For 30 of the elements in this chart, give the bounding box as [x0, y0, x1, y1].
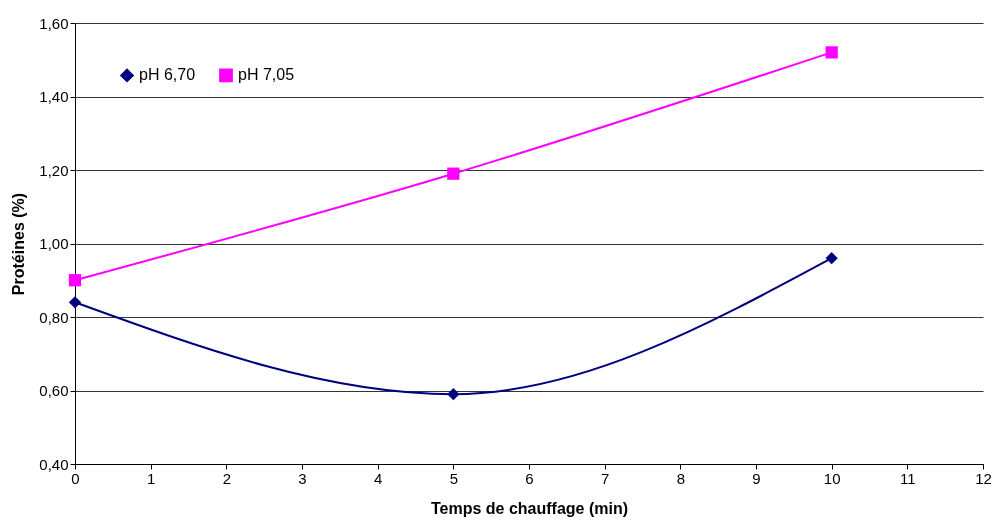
- x-axis-title: Temps de chauffage (min): [430, 499, 629, 517]
- y-tick-label: 0,80: [39, 308, 69, 326]
- y-axis-title: Protéines (%): [10, 192, 28, 296]
- legend-label: pH 7,05: [238, 66, 295, 84]
- x-tick-label: 0: [71, 469, 80, 487]
- y-tick-label: 1,20: [39, 161, 69, 179]
- x-tick-label: 1: [146, 469, 156, 487]
- x-tick-label: 9: [752, 469, 761, 487]
- x-tick-label: 12: [975, 469, 992, 487]
- legend-label: pH 6,70: [139, 66, 196, 84]
- x-tick-label: 11: [900, 469, 916, 487]
- y-tick-label: 0,60: [39, 382, 69, 399]
- y-tick-label: 0,40: [39, 455, 69, 473]
- point: [825, 252, 838, 265]
- x-tick-label: 4: [373, 469, 383, 487]
- point: [825, 46, 838, 59]
- x-tick-label: 10: [823, 469, 841, 487]
- point: [68, 274, 82, 287]
- x-tick-label: 7: [600, 469, 610, 487]
- x-tick-label: 5: [449, 469, 459, 487]
- point: [68, 296, 82, 309]
- y-tick-label: 1,60: [39, 14, 69, 32]
- x-tick-label: 3: [298, 469, 307, 487]
- x-tick-label: 8: [676, 469, 686, 487]
- x-tick-label: 6: [525, 469, 534, 487]
- point: [447, 388, 460, 401]
- y-tick-label: 1,00: [39, 235, 69, 252]
- y-tick-label: 1,40: [39, 88, 69, 105]
- point: [447, 167, 460, 180]
- x-tick-label: 2: [222, 469, 232, 487]
